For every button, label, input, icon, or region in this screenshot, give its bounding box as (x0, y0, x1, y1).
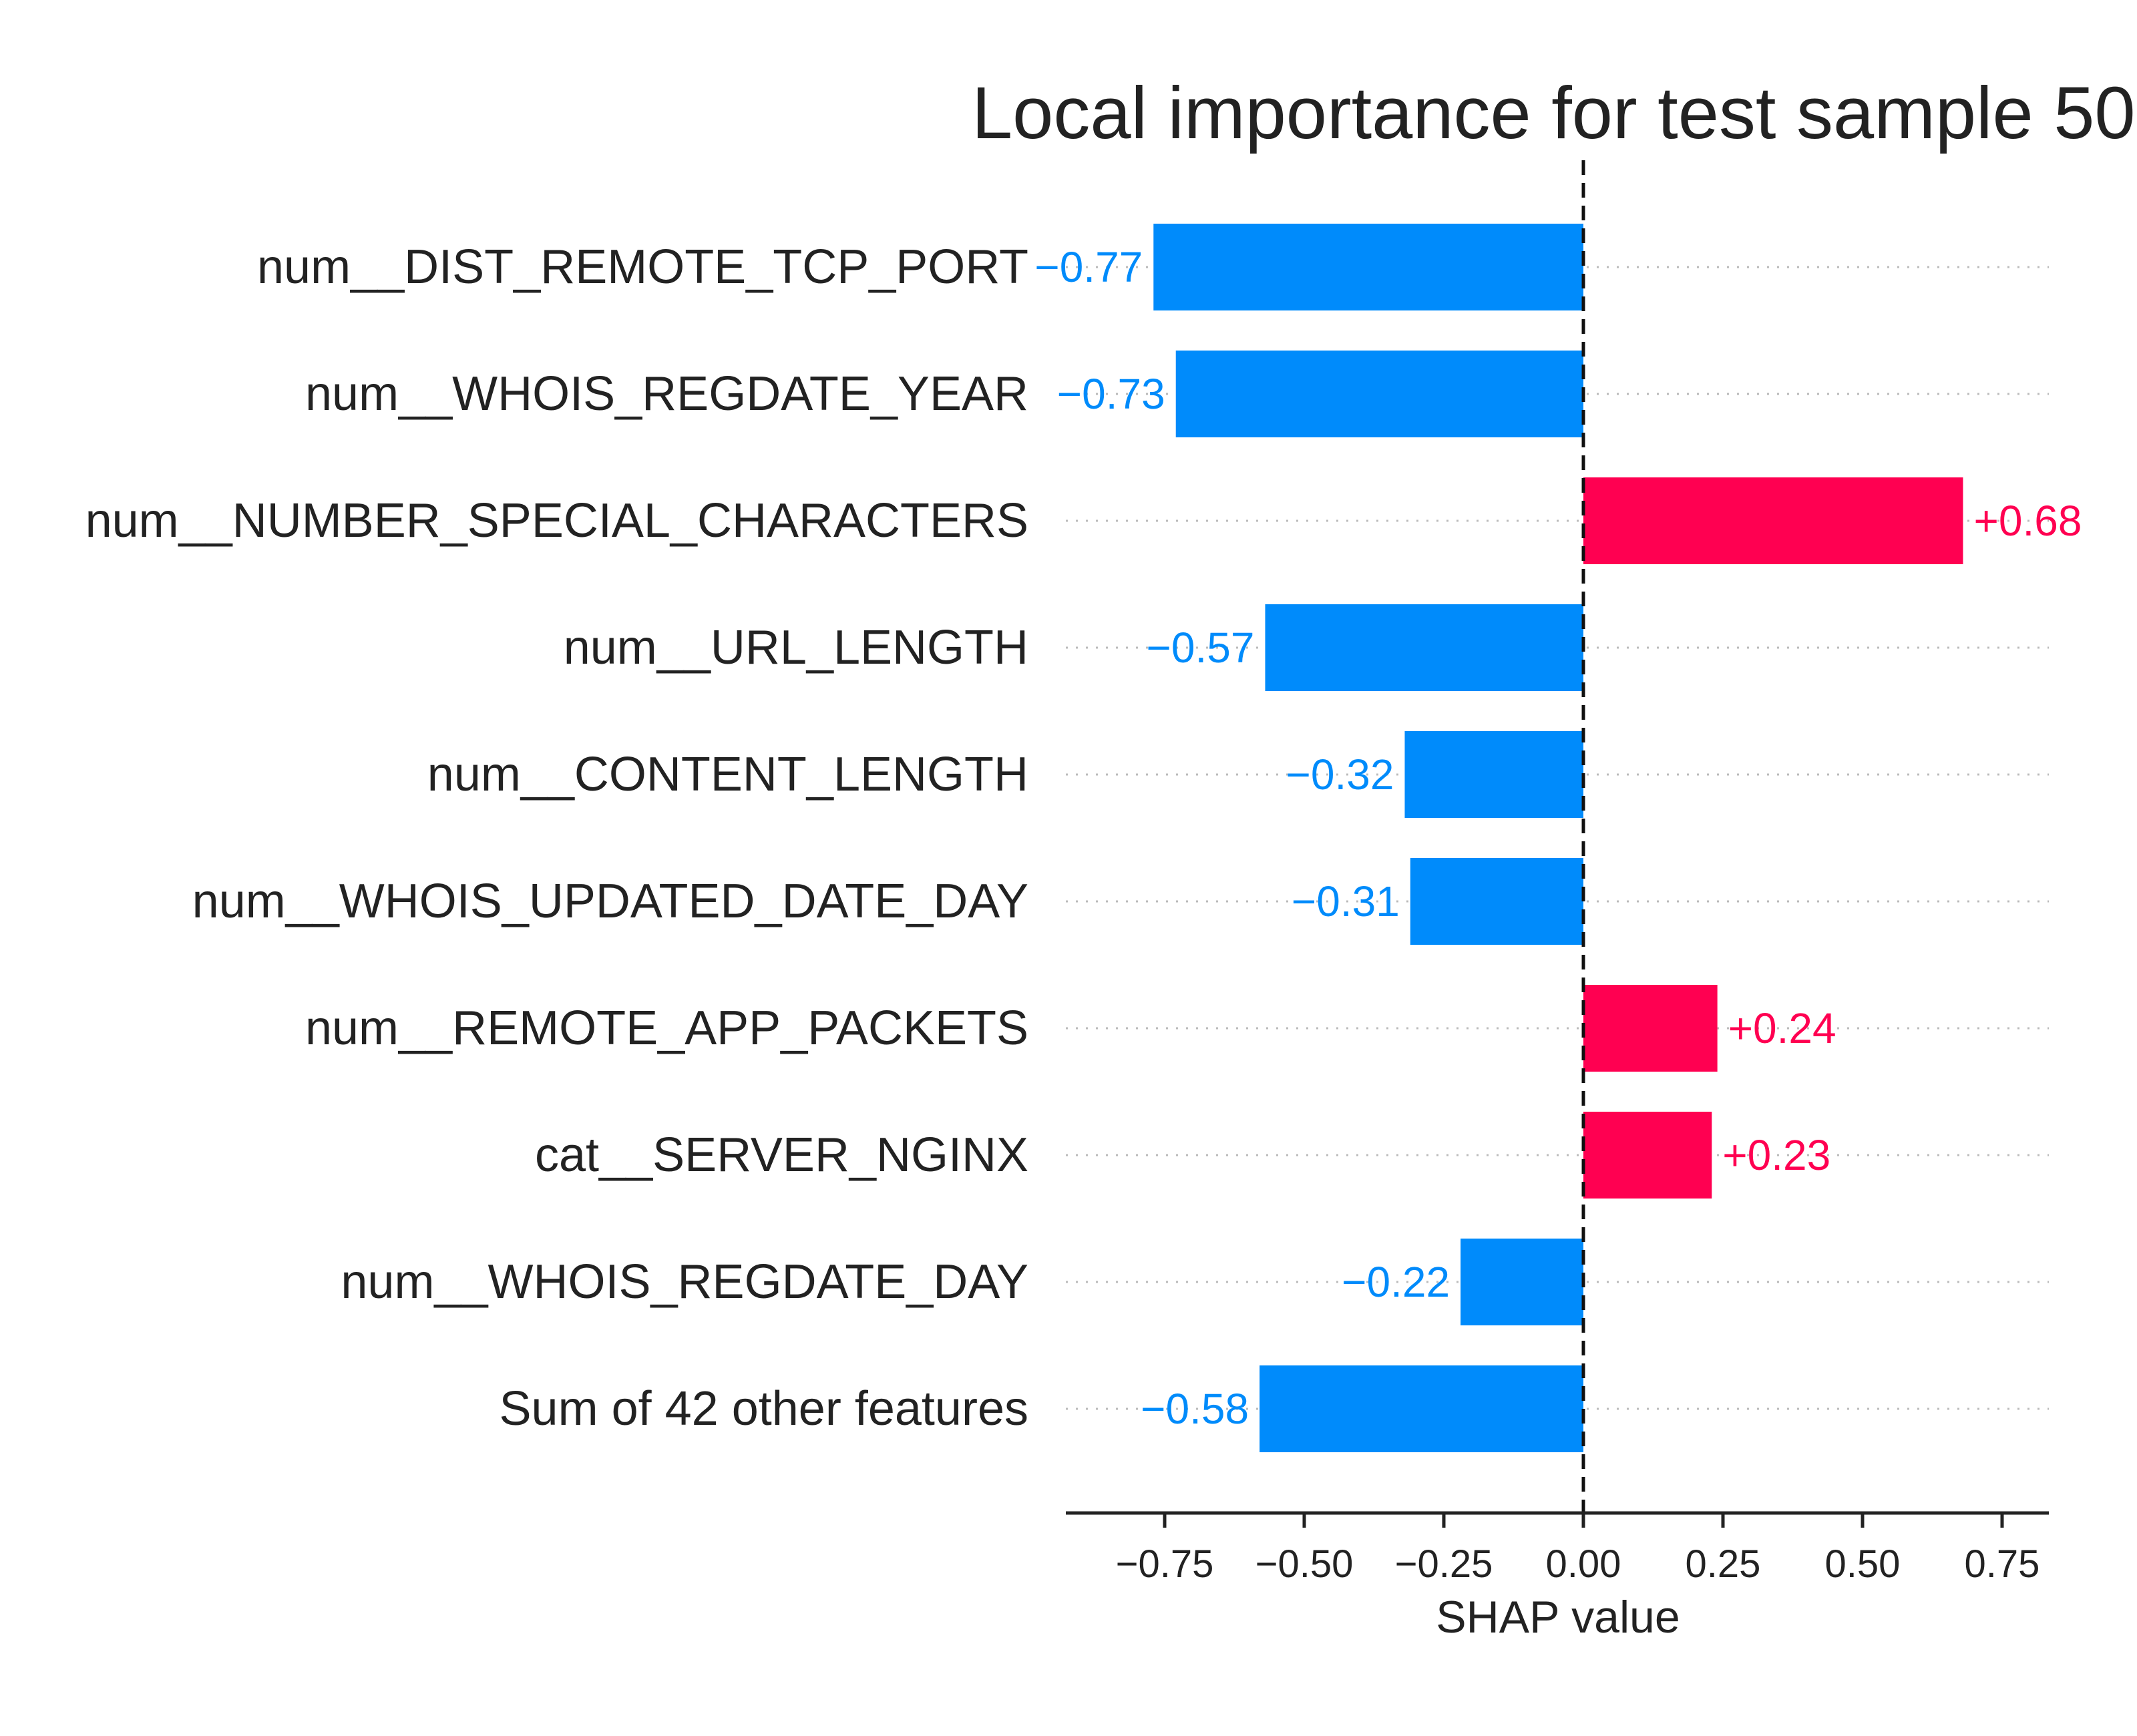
feature-label: cat__SERVER_NGINX (535, 1128, 1028, 1182)
value-label: −0.57 (1147, 624, 1255, 672)
bars-layer (1153, 224, 1963, 1452)
feature-labels: num__DIST_REMOTE_TCP_PORT num__WHOIS_REGD… (85, 240, 1028, 1436)
bar (1583, 477, 1963, 564)
bar (1461, 1239, 1583, 1325)
value-label: −0.73 (1057, 370, 1165, 418)
x-tick-label: −0.75 (1116, 1542, 1214, 1586)
feature-label: num__WHOIS_REGDATE_DAY (341, 1255, 1028, 1309)
value-label: +0.24 (1728, 1004, 1836, 1052)
x-tick-label: 0.75 (1965, 1542, 2040, 1586)
bar (1259, 1365, 1583, 1452)
bar (1583, 1112, 1712, 1199)
x-axis-label: SHAP value (1436, 1592, 1680, 1643)
feature-label: num__CONTENT_LENGTH (427, 748, 1028, 801)
bar (1175, 351, 1583, 437)
value-label: −0.77 (1034, 243, 1143, 291)
feature-label: num__WHOIS_REGDATE_YEAR (305, 367, 1028, 421)
bar (1583, 985, 1718, 1072)
x-axis: −0.75 −0.50 −0.25 0.00 0.25 0.50 0.75 (1066, 1511, 2049, 1586)
value-label: −0.31 (1292, 877, 1400, 925)
x-tick-label: 0.25 (1686, 1542, 1761, 1586)
value-label: −0.22 (1342, 1258, 1450, 1306)
grid-layer (1066, 266, 2049, 1410)
bar (1265, 604, 1583, 691)
bar (1410, 858, 1583, 945)
feature-label: num__DIST_REMOTE_TCP_PORT (257, 240, 1028, 294)
feature-label: num__REMOTE_APP_PACKETS (305, 1002, 1028, 1055)
value-label: −0.32 (1286, 750, 1394, 799)
feature-label: Sum of 42 other features (500, 1382, 1028, 1436)
chart-title: Local importance for test sample 50 (972, 72, 2136, 154)
bar (1404, 731, 1583, 818)
feature-label: num__WHOIS_UPDATED_DATE_DAY (192, 875, 1028, 928)
feature-label: num__URL_LENGTH (564, 621, 1028, 674)
x-tick-label: 0.00 (1546, 1542, 1621, 1586)
x-tick-label: −0.25 (1395, 1542, 1493, 1586)
value-label: +0.68 (1973, 497, 2082, 545)
x-tick-label: 0.50 (1825, 1542, 1901, 1586)
value-label: +0.23 (1722, 1131, 1830, 1179)
bar (1153, 224, 1583, 310)
value-labels: −0.77 −0.73 +0.68 −0.57 −0.32 −0.31 +0.24 +0.23… (1034, 243, 2082, 1433)
x-tick-label: −0.50 (1255, 1542, 1354, 1586)
value-label: −0.58 (1141, 1385, 1249, 1433)
feature-label: num__NUMBER_SPECIAL_CHARACTERS (85, 494, 1028, 548)
